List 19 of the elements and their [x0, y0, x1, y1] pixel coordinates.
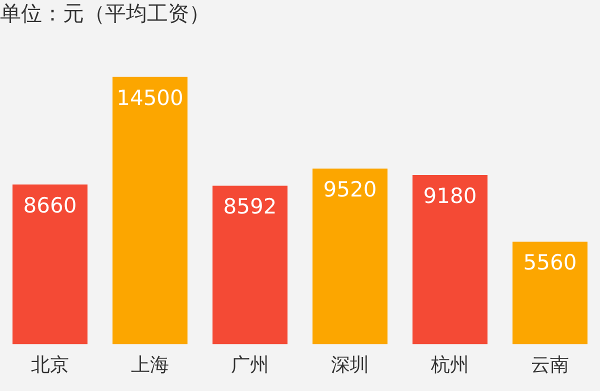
data-label: 8660 — [23, 193, 77, 218]
x-tick-label: 上海 — [131, 354, 169, 376]
data-label: 8592 — [223, 194, 277, 219]
data-label: 14500 — [116, 86, 184, 110]
bar — [412, 174, 488, 344]
bar — [12, 184, 88, 344]
data-label: 5560 — [523, 250, 577, 275]
data-label: 9180 — [423, 184, 477, 208]
x-tick-label: 杭州 — [430, 354, 469, 376]
bar — [312, 168, 388, 344]
x-tick-label: 广州 — [231, 354, 269, 376]
x-tick-label: 云南 — [531, 354, 569, 376]
bar — [112, 76, 188, 344]
chart-title: 单位：元（平均工资） — [0, 2, 210, 26]
data-label: 9520 — [323, 178, 377, 202]
x-tick-label: 深圳 — [331, 354, 369, 376]
bar — [212, 186, 288, 344]
x-tick-label: 北京 — [31, 354, 69, 376]
bar — [512, 242, 588, 344]
